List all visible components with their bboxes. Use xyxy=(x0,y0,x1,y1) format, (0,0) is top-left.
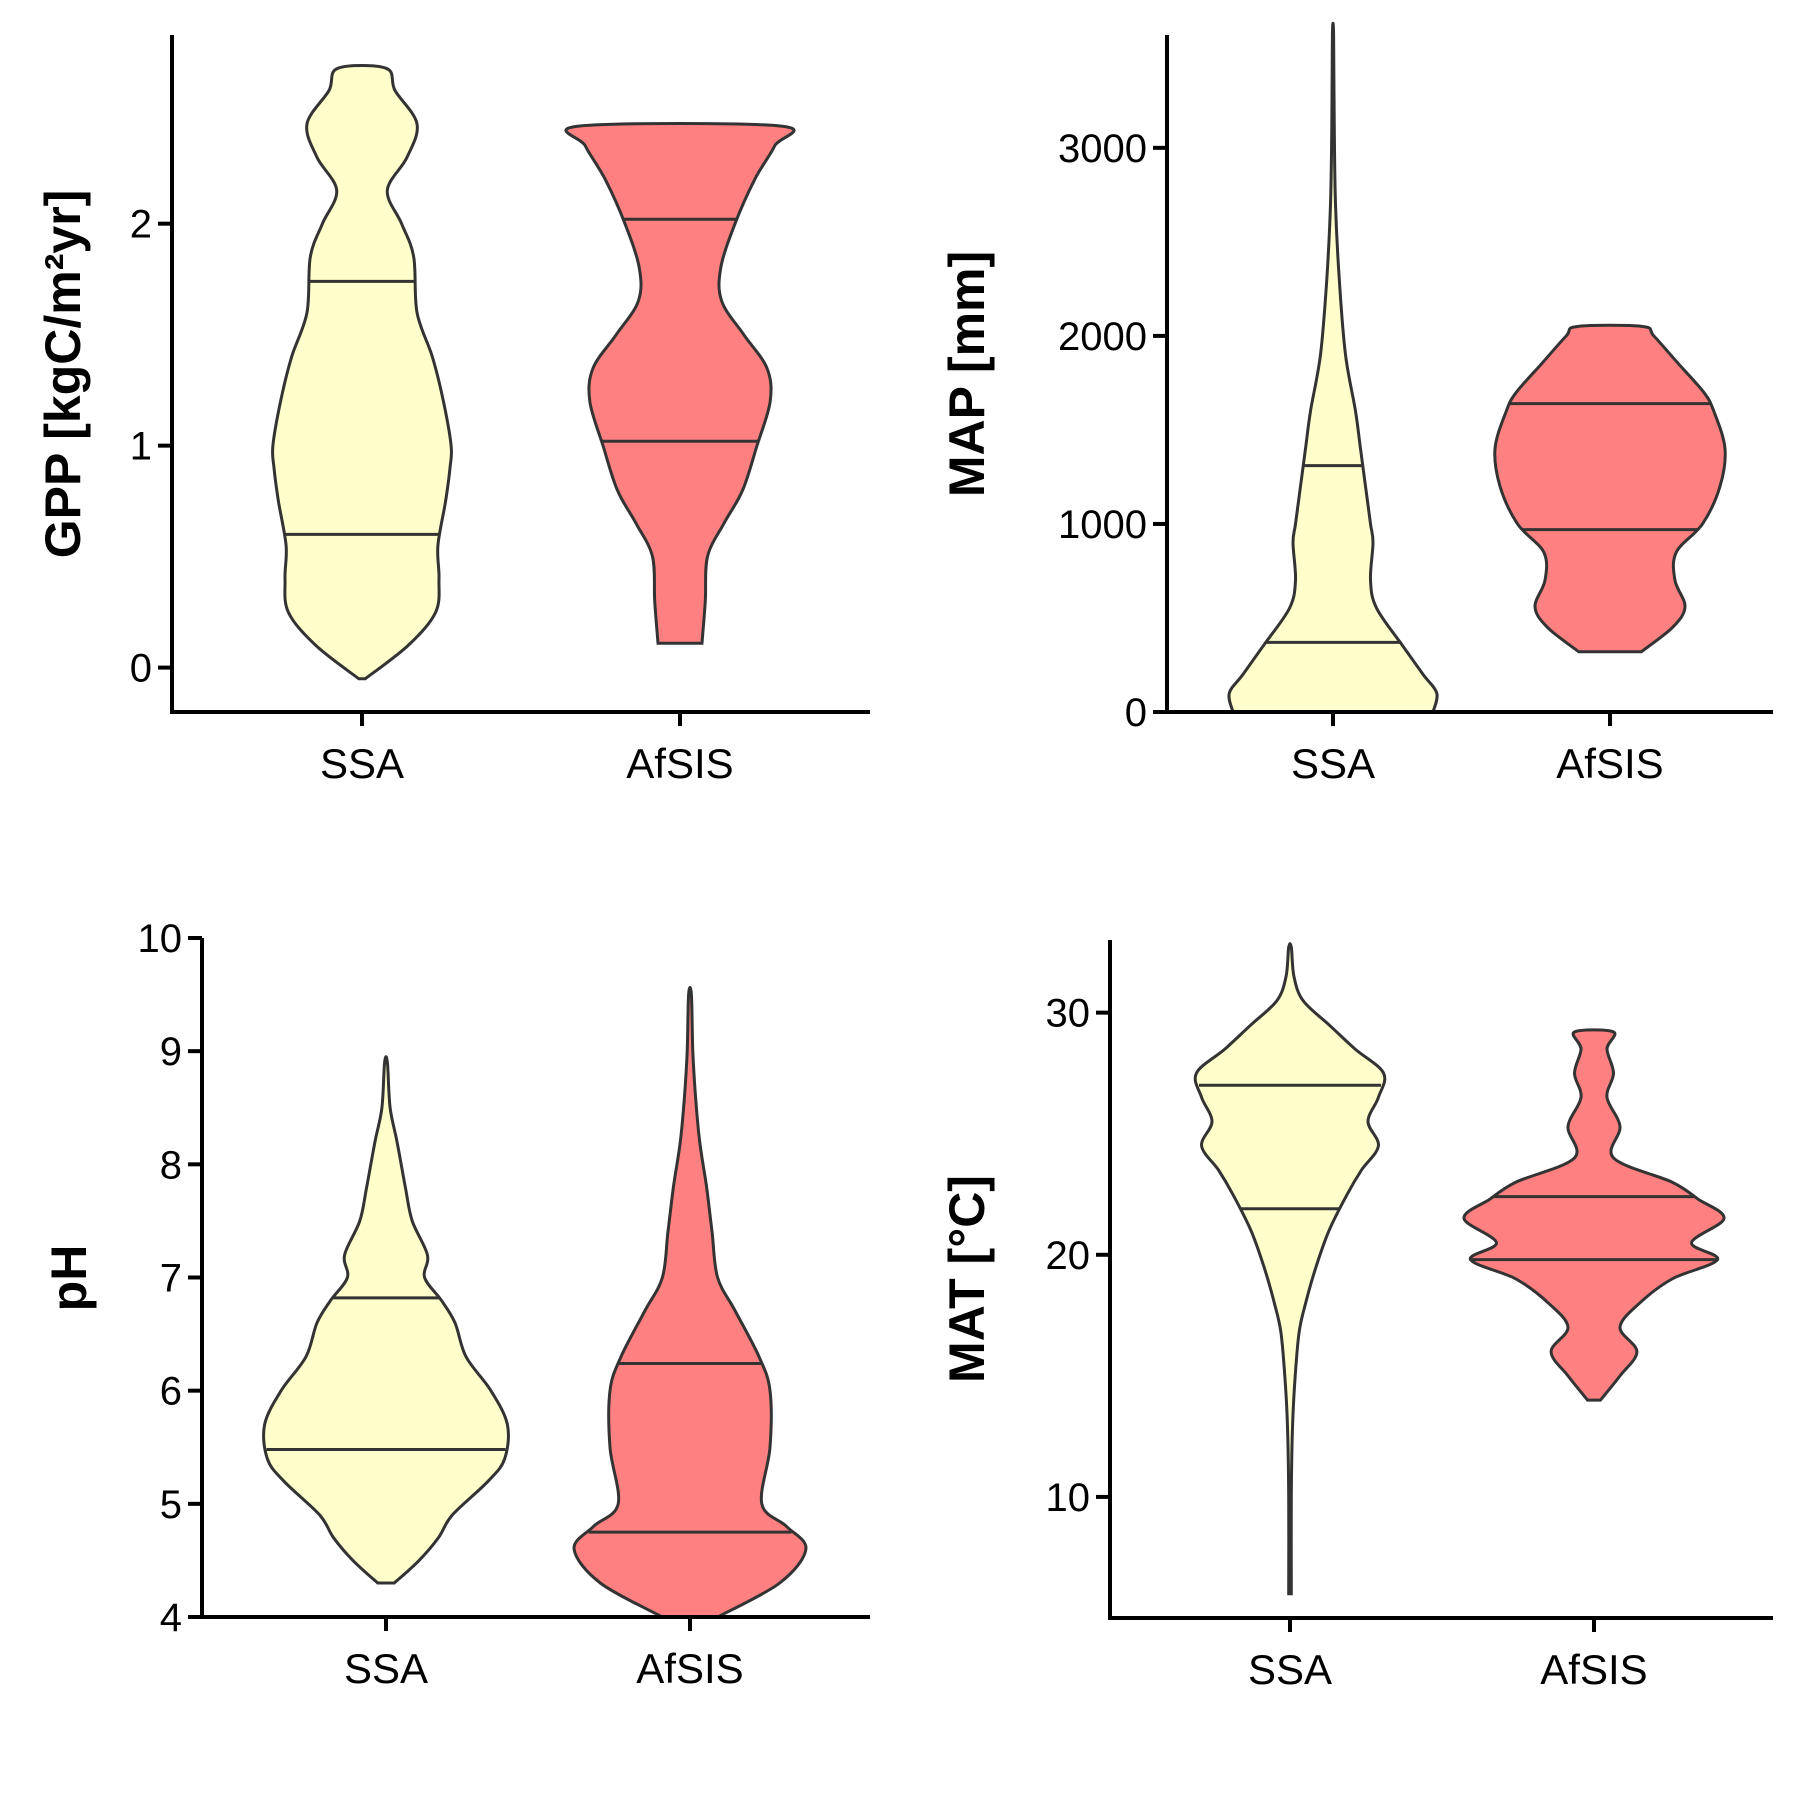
x-ticks: SSA AfSIS xyxy=(1248,1618,1648,1693)
violin-afsis xyxy=(572,986,808,1619)
violin-ssa xyxy=(1227,21,1439,714)
y-axis-title: GPP [kgC/m²yr] xyxy=(35,190,91,559)
y-tick-label: 3000 xyxy=(1058,127,1147,171)
x-ticks: SSA AfSIS xyxy=(320,712,734,787)
x-tick-label-ssa: SSA xyxy=(320,740,404,787)
violin-afsis xyxy=(564,122,796,645)
y-tick-label: 1000 xyxy=(1058,503,1147,547)
violin-afsis xyxy=(1462,1028,1726,1402)
y-tick-label: 2 xyxy=(130,203,152,247)
violin-ssa xyxy=(1193,942,1387,1596)
x-tick-label-afsis: AfSIS xyxy=(1540,1646,1647,1693)
y-axis-title: MAP [mm] xyxy=(939,251,995,497)
y-ticks: 10 20 30 xyxy=(1046,992,1110,1520)
x-tick-label-afsis: AfSIS xyxy=(636,1645,743,1692)
y-tick-label: 10 xyxy=(1046,1476,1091,1520)
y-tick-label: 8 xyxy=(160,1143,182,1187)
panel-gpp: 0 1 2 SSA AfSIS GPP [kgC/m²yr] xyxy=(35,35,870,787)
y-ticks: 0 1000 2000 3000 xyxy=(1058,127,1167,735)
x-tick-label-ssa: SSA xyxy=(344,1645,428,1692)
y-tick-label: 30 xyxy=(1046,992,1091,1036)
x-tick-label-ssa: SSA xyxy=(1248,1646,1332,1693)
y-tick-label: 5 xyxy=(160,1483,182,1527)
y-tick-label: 10 xyxy=(138,917,183,961)
plot-area xyxy=(1193,942,1726,1596)
x-tick-label-ssa: SSA xyxy=(1291,740,1375,787)
plot-area xyxy=(262,986,808,1619)
y-tick-label: 0 xyxy=(1125,691,1147,735)
y-tick-label: 7 xyxy=(160,1257,182,1301)
panel-mat: 10 20 30 SSA AfSIS MAT [°C] xyxy=(939,940,1773,1693)
y-tick-label: 20 xyxy=(1046,1234,1091,1278)
x-tick-label-afsis: AfSIS xyxy=(626,740,733,787)
violin-ssa xyxy=(270,64,454,681)
y-axis-title: pH xyxy=(41,1245,97,1312)
y-ticks: 0 1 2 xyxy=(130,203,172,691)
y-axis-title: MAT [°C] xyxy=(939,1175,995,1383)
x-tick-label-afsis: AfSIS xyxy=(1556,740,1663,787)
violin-afsis xyxy=(1493,323,1727,654)
violin-ssa xyxy=(262,1055,510,1585)
y-tick-label: 0 xyxy=(130,647,152,691)
panel-map: 0 1000 2000 3000 SSA AfSIS MAP [mm] xyxy=(939,21,1773,787)
y-tick-label: 2000 xyxy=(1058,315,1147,359)
x-ticks: SSA AfSIS xyxy=(1291,712,1664,787)
panel-ph: 4 5 6 7 8 9 10 SSA AfSIS pH xyxy=(41,917,870,1692)
y-ticks: 4 5 6 7 8 9 10 xyxy=(138,917,202,1640)
plot-area xyxy=(270,64,796,681)
y-tick-label: 4 xyxy=(160,1596,182,1640)
y-tick-label: 9 xyxy=(160,1030,182,1074)
plot-area xyxy=(1227,21,1727,714)
x-ticks: SSA AfSIS xyxy=(344,1617,744,1692)
y-tick-label: 6 xyxy=(160,1370,182,1414)
y-tick-label: 1 xyxy=(130,425,152,469)
